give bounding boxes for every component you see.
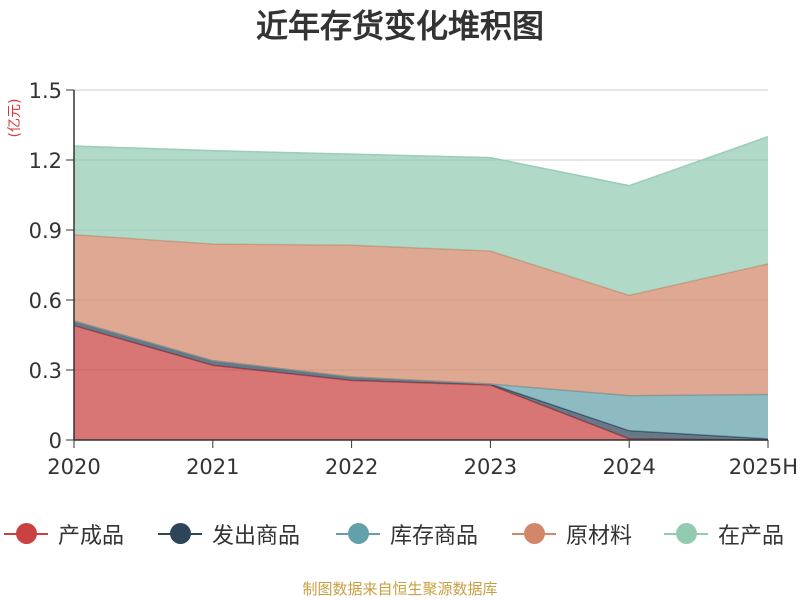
stacked-area-chart: 0 0.3 0.6 0.9 1.2 1.5 2020 2021 2022 2023 2024 2025… — [29, 79, 798, 479]
series-area-2 — [74, 321, 768, 439]
y-tick-label: 0.9 — [29, 219, 62, 243]
y-tick-label: 1.2 — [29, 149, 62, 173]
legend-label: 在产品 — [718, 524, 785, 549]
legend-marker-icon — [348, 523, 369, 544]
legend-label: 原材料 — [566, 524, 633, 549]
x-tick-label: 2020 — [47, 455, 100, 479]
legend-swatch — [4, 523, 48, 544]
x-tick-label: 2023 — [464, 455, 517, 479]
legend-label: 库存商品 — [390, 524, 479, 549]
y-tick-label: 0 — [49, 429, 62, 453]
legend-swatch — [158, 523, 202, 544]
chart-title: 近年存货变化堆积图 — [255, 7, 544, 45]
legend-marker-icon — [524, 523, 545, 544]
series-areas — [73, 135, 769, 441]
legend-item[interactable]: 库存商品 — [336, 514, 478, 554]
series-area-4 — [74, 136, 768, 296]
data-source-note: 制图数据来自恒生聚源数据库 — [302, 580, 498, 598]
legend-item[interactable]: 在产品 — [664, 514, 784, 554]
y-tick-label: 1.5 — [29, 79, 62, 103]
series-line-4 — [73, 135, 769, 187]
legend-marker-icon — [170, 523, 191, 544]
legend-label: 产成品 — [58, 524, 125, 549]
series-area-0 — [74, 325, 768, 440]
legend: 产成品 发出商品 库存商品 原材料 在产品 — [0, 514, 800, 554]
x-tick-label: 2021 — [186, 455, 239, 479]
legend-swatch — [512, 523, 556, 544]
series-area-3 — [74, 234, 768, 396]
legend-item[interactable]: 产成品 — [4, 514, 124, 554]
legend-item[interactable]: 发出商品 — [158, 514, 300, 554]
legend-marker-icon — [676, 523, 697, 544]
axes: 0 0.3 0.6 0.9 1.2 1.5 2020 2021 2022 2023 2024 2025… — [29, 79, 798, 479]
legend-label: 发出商品 — [212, 524, 301, 549]
y-tick-label: 0.3 — [29, 359, 62, 383]
x-tick-label: 2025H — [729, 455, 798, 479]
x-tick-label: 2024 — [602, 455, 655, 479]
x-tick-label: 2022 — [325, 455, 378, 479]
y-tick-label: 0.6 — [29, 289, 62, 313]
legend-swatch — [664, 523, 708, 544]
legend-marker-icon — [16, 523, 37, 544]
legend-swatch — [336, 523, 380, 544]
legend-item[interactable]: 原材料 — [512, 514, 632, 554]
